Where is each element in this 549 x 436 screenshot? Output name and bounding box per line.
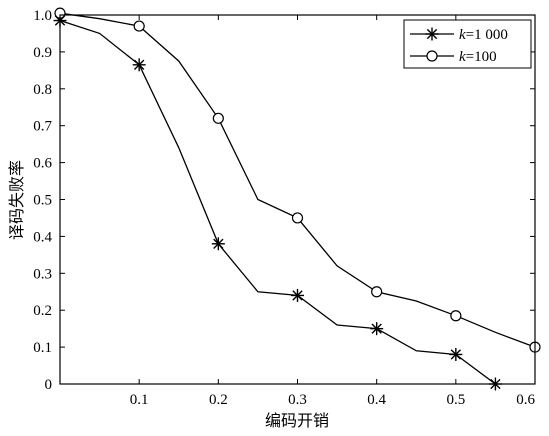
y-tick-label: 0.5: [33, 193, 52, 209]
legend: k=1 000 k=100: [403, 19, 532, 69]
y-tick-label: 0.7: [33, 119, 52, 135]
data-point-k1000: [291, 288, 304, 302]
legend-box: [403, 19, 532, 69]
data-point-k100: [212, 112, 224, 124]
x-tick-label: 0.2: [209, 392, 228, 408]
x-tick-label: 0.4: [367, 392, 386, 408]
legend-label-k1000: k=1 000: [459, 27, 508, 43]
y-tick-label: 0: [45, 377, 53, 393]
x-axis-label: 编码开销: [265, 411, 329, 430]
series-markers: [53, 7, 541, 391]
y-tick-label: 0.1: [33, 340, 52, 356]
x-tick-label: 0.5: [446, 392, 465, 408]
x-tick-label: 0.3: [288, 392, 307, 408]
legend-value-k100: 100: [474, 49, 497, 65]
data-point-k1000: [370, 322, 384, 336]
y-axis-label: 译码失败率: [7, 160, 26, 240]
y-tick-label: 0.3: [33, 266, 52, 282]
y-tick-label: 1.0: [33, 8, 52, 24]
axis-ticks: 0.1 0.2 0.3 0.4 0.5 0.6 0 0.1 0.2 0.3 0.4 0.5 0.6 0.7…: [33, 8, 536, 408]
legend-asterisk-glyph: [425, 27, 439, 41]
y-tick-label: 0.4: [33, 229, 52, 245]
data-point-k100: [291, 212, 304, 224]
x-tick-label: 0.1: [130, 392, 149, 408]
legend-k-symbol: k: [459, 27, 466, 43]
data-point-k1000: [132, 58, 146, 72]
y-tick-label: 0.2: [33, 303, 52, 319]
legend-asterisk-marker: [425, 27, 439, 41]
data-point-k1000: [211, 237, 225, 251]
series-lines: [59, 12, 536, 385]
data-point-k100: [133, 20, 145, 32]
y-tick-label: 0.8: [33, 82, 52, 98]
x-tick-label: 0.6: [516, 392, 535, 408]
plot-frame: [59, 14, 536, 385]
legend-label-k100: k=100: [459, 49, 497, 65]
data-point-k100: [371, 286, 383, 298]
legend-k-symbol: k: [459, 49, 466, 65]
y-tick-label: 0.9: [33, 45, 52, 61]
data-point-k100: [450, 310, 462, 322]
y-tick-label: 0.6: [33, 156, 52, 172]
data-point-k1000: [449, 347, 463, 361]
legend-value-k1000: 1 000: [474, 27, 508, 43]
legend-circle-marker: [426, 50, 438, 62]
series-line-k1000: [59, 19, 496, 385]
